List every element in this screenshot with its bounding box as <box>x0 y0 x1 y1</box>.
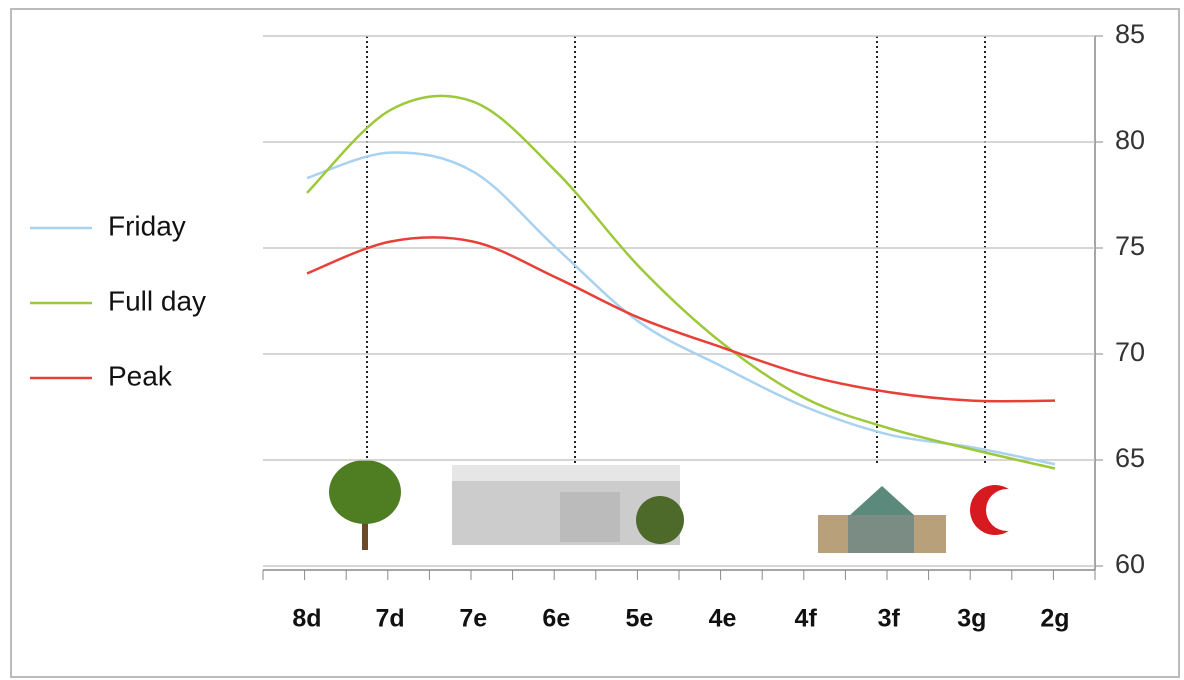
x-tick-label: 7e <box>459 605 487 633</box>
y-tick-label: 70 <box>1115 337 1145 367</box>
mosque-icon <box>818 486 946 553</box>
y-tick-label: 80 <box>1115 125 1145 155</box>
x-tick-label: 6e <box>542 605 570 633</box>
x-tick-label: 5e <box>626 605 654 633</box>
frame <box>10 8 1180 678</box>
crescent-icon <box>970 485 1028 535</box>
y-tick-label: 60 <box>1115 549 1145 579</box>
tree-icon <box>329 460 401 550</box>
x-tick-label: 8d <box>292 605 321 633</box>
series-line <box>306 94 1056 470</box>
legend-label: Friday <box>108 210 186 241</box>
y-tick-label: 65 <box>1115 443 1145 473</box>
x-tick-label: 7d <box>376 605 405 633</box>
x-tick-label: 3g <box>957 605 986 633</box>
legend: Friday Full day Peak <box>30 210 206 391</box>
x-tick-label: 2g <box>1040 605 1069 633</box>
y-tick-label: 75 <box>1115 231 1145 261</box>
x-minor-ticks <box>262 570 1096 580</box>
x-tick-label: 4e <box>709 605 737 633</box>
y-tick-label: 85 <box>1115 19 1145 49</box>
series-line <box>306 151 1056 466</box>
legend-label: Peak <box>108 360 173 391</box>
legend-label: Full day <box>108 285 206 316</box>
series-line <box>306 236 1056 403</box>
x-tick-label: 4f <box>795 605 818 633</box>
building-icon <box>452 465 684 545</box>
x-tick-label: 3f <box>878 605 901 633</box>
